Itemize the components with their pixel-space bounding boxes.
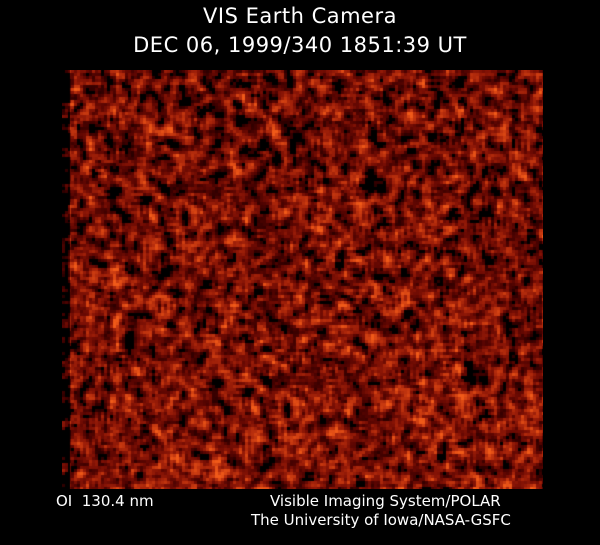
image-title: VIS Earth Camera [203,4,397,28]
wavelength-label: OI 130.4 nm [56,492,154,510]
institution-label: The University of Iowa/NASA-GSFC [251,511,511,529]
camera-image [62,70,543,489]
timestamp: DEC 06, 1999/340 1851:39 UT [133,33,467,57]
instrument-label: Visible Imaging System/POLAR [270,492,501,510]
